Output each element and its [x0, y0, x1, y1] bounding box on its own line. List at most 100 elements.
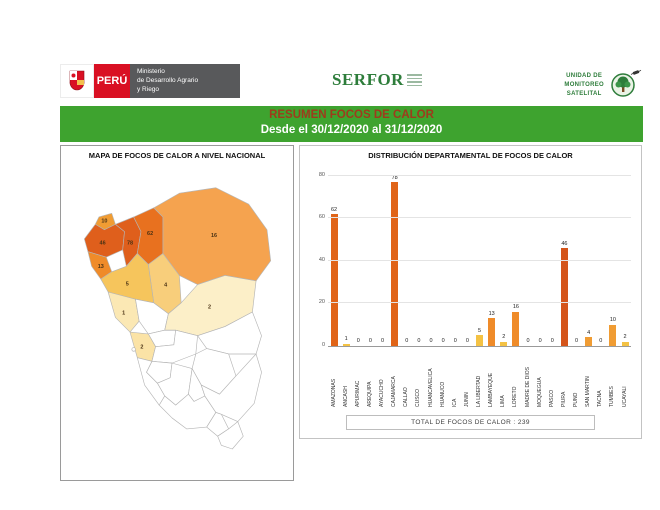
x-axis-label: ICA	[451, 398, 458, 407]
x-axis-label: PASCO	[548, 389, 555, 407]
serfor-logo: SERFOR	[332, 71, 422, 88]
bar	[488, 318, 496, 346]
chart-panel: DISTRIBUCIÓN DEPARTAMENTAL DE FOCOS DE C…	[299, 144, 642, 439]
ministry-line: y Riego	[137, 85, 160, 93]
map-value-loreto: 16	[210, 233, 216, 239]
bar-value-label: 0	[441, 338, 445, 345]
chart-x-axis-labels: AMAZONAS ANCASH APURIMAC AREQUIPA AYACUCHO CA…	[328, 347, 631, 407]
bar-column: 0	[449, 176, 461, 346]
report-title: RESUMEN FOCOS DE CALOR	[269, 109, 434, 121]
ministry-line: de Desarrollo Agrario	[137, 76, 199, 84]
y-axis-tick-label: 20	[318, 299, 325, 306]
bar	[621, 341, 629, 346]
gridline	[328, 217, 631, 219]
map-value-lima: 2	[140, 344, 143, 350]
bar	[342, 343, 350, 346]
peru-wordmark: PERÚ	[94, 64, 130, 98]
bar-column: 0	[437, 176, 449, 346]
total-label: TOTAL DE FOCOS DE CALOR : 239	[346, 414, 595, 430]
x-axis-label: APURIMAC	[354, 380, 361, 407]
x-axis-label: LIMA	[500, 395, 507, 407]
chart-bars: 62 1 0 0 0 78 0 0 0 0 0 0 5 13 2 16 0 0 0 46 0 4 0 10 2	[328, 174, 631, 346]
monitoring-unit-line: UNIDAD DE	[566, 73, 603, 80]
map-value-sanmartin: 4	[164, 282, 168, 288]
bar-column: 0	[571, 176, 583, 346]
map-region-ancash	[107, 291, 139, 333]
bar-value-label: 62	[331, 206, 338, 213]
gridline	[328, 174, 631, 176]
bar-column: 0	[595, 176, 607, 346]
gobierno-logo: PERÚ Ministerio de Desarrollo Agrario y …	[60, 64, 240, 98]
bar-column: 1	[340, 176, 352, 346]
bar-value-label: 0	[465, 338, 469, 345]
bar-value-label: 78	[391, 174, 398, 181]
bar-value-label: 16	[512, 304, 519, 311]
report-content: PERÚ Ministerio de Desarrollo Agrario y …	[60, 64, 643, 481]
bar-column: 2	[619, 176, 631, 346]
bar-column: 0	[352, 176, 364, 346]
bar-column: 0	[461, 176, 473, 346]
map-value-lalibertad: 5	[125, 281, 128, 287]
map-value-cajamarca: 78	[126, 240, 132, 246]
bar	[609, 324, 617, 346]
map-value-piura: 46	[99, 240, 105, 246]
bar-value-label: 0	[526, 338, 530, 345]
x-axis-label: CALLAO	[403, 387, 410, 407]
x-axis-label: MADRE DE DIOS	[524, 366, 531, 407]
y-axis-tick-label: 0	[321, 341, 325, 348]
map-value-ucayali: 2	[207, 304, 210, 310]
x-axis-label: TACNA	[597, 390, 604, 407]
x-axis-label: JUNIN	[463, 392, 470, 407]
x-axis-label: MOQUEGUA	[536, 377, 543, 407]
map-value-ancash: 1	[122, 311, 125, 317]
bar	[585, 337, 593, 346]
bar-value-label: 5	[478, 327, 482, 334]
map-region-tacna	[216, 421, 244, 450]
bar-value-label: 0	[453, 338, 457, 345]
bar-column: 2	[498, 176, 510, 346]
bar-column: 16	[510, 176, 522, 346]
bar-column: 10	[607, 176, 619, 346]
x-axis-label: AMAZONAS	[330, 378, 337, 407]
x-axis-label: CUSCO	[415, 388, 422, 407]
y-axis-tick-label: 40	[318, 256, 325, 263]
peru-coat-of-arms-icon	[60, 64, 94, 98]
map-panel: MAPA DE FOCOS DE CALOR A NIVEL NACIONAL	[60, 144, 294, 481]
bar-chart: 62 1 0 0 0 78 0 0 0 0 0 0 5 13 2 16 0 0 0 46 0 4 0 10 2 0 20 40 60 8…	[312, 172, 631, 407]
map-value-lambayeque: 13	[97, 264, 103, 270]
bar-value-label: 1	[344, 336, 348, 343]
bar-value-label: 0	[417, 338, 421, 345]
x-axis-label: TUMBES	[609, 386, 616, 407]
bar-column: 78	[389, 174, 401, 346]
bar-column: 4	[583, 176, 595, 346]
serfor-wordmark: SERFOR	[332, 70, 404, 89]
bar-value-label: 4	[587, 329, 591, 336]
bar-column: 13	[486, 176, 498, 346]
bar-column: 5	[474, 176, 486, 346]
monitoring-unit-line: MONITOREO	[564, 82, 604, 89]
bar-value-label: 0	[575, 338, 579, 345]
bar-column: 62	[328, 176, 340, 346]
bar	[391, 182, 399, 346]
map-region-moquegua	[205, 412, 229, 437]
bar	[476, 335, 484, 346]
x-axis-label: SAN MARTIN	[585, 376, 592, 407]
x-axis-label: LAMBAYEQUE	[488, 372, 495, 407]
x-axis-label: PIURA	[560, 391, 567, 407]
serfor-logo-lines	[406, 74, 422, 86]
x-axis-label: PUNO	[573, 392, 580, 407]
bar-column: 0	[425, 176, 437, 346]
bar-value-label: 0	[356, 338, 360, 345]
x-axis-label: AREQUIPA	[366, 381, 373, 407]
report-date-range: Desde el 30/12/2020 al 31/12/2020	[260, 123, 443, 136]
x-axis-label: CAJAMARCA	[391, 376, 398, 407]
bar-value-label: 0	[381, 338, 385, 345]
chart-plot-area: 62 1 0 0 0 78 0 0 0 0 0 0 5 13 2 16 0 0 0 46 0 4 0 10 2 0 20 40 60 8…	[319, 172, 631, 348]
map-region-ica	[136, 357, 165, 406]
bar-value-label: 13	[488, 310, 495, 317]
x-axis-label: ANCASH	[342, 386, 349, 407]
ministry-line: Ministerio	[137, 68, 165, 75]
bar-column: 0	[413, 176, 425, 346]
gridline	[328, 302, 631, 304]
